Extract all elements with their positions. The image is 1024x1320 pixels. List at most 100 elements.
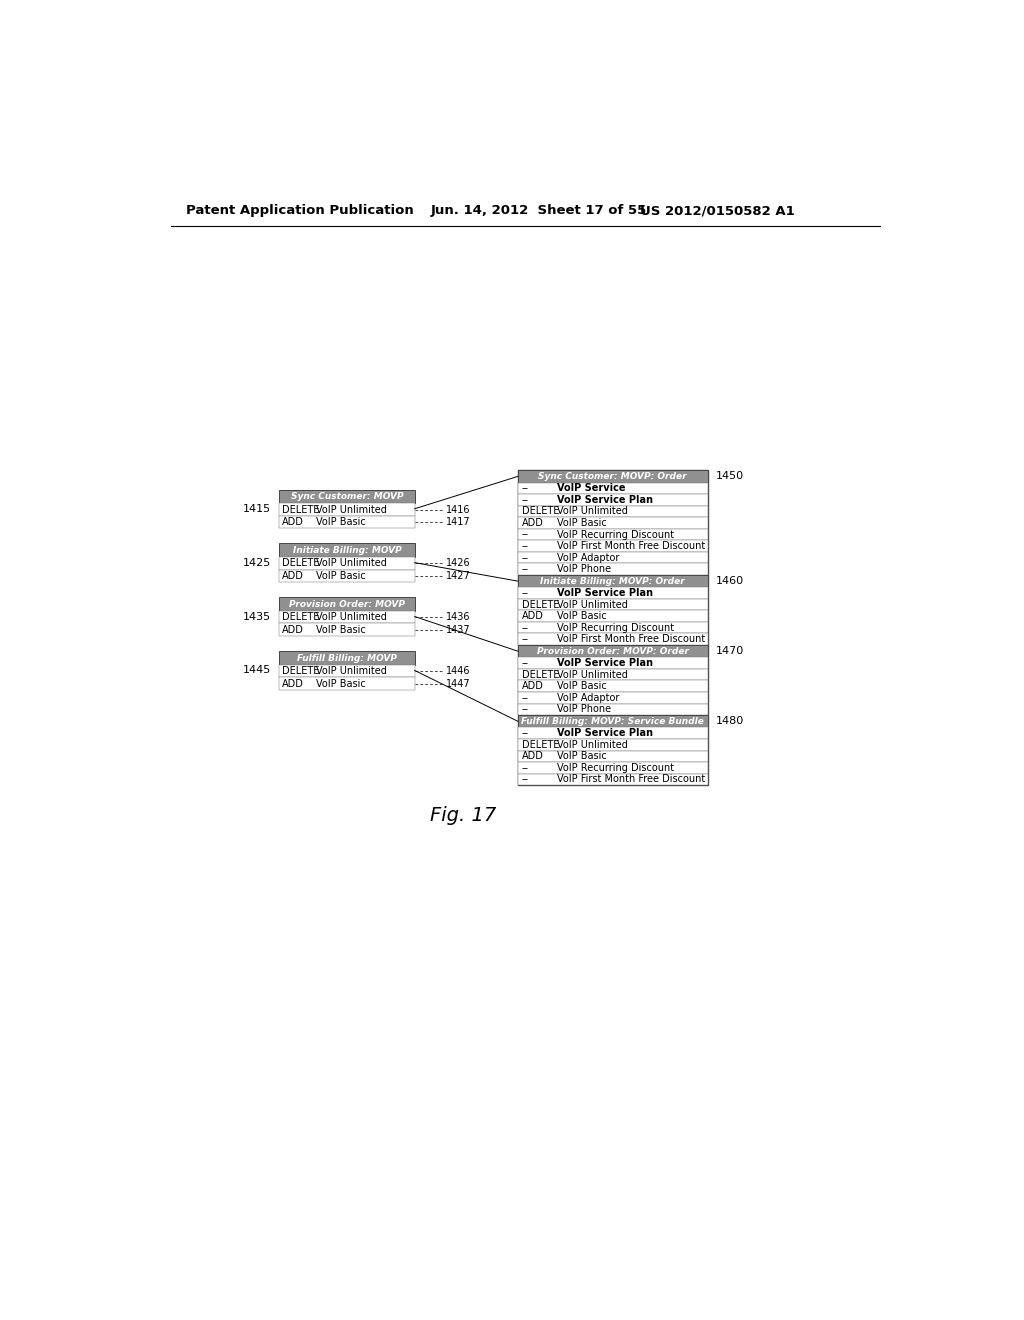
Text: VoIP First Month Free Discount: VoIP First Month Free Discount <box>557 775 705 784</box>
Text: 1437: 1437 <box>445 624 470 635</box>
Bar <box>518 540 708 552</box>
Bar <box>518 751 708 762</box>
Text: --: -- <box>521 589 528 598</box>
Text: ADD: ADD <box>283 678 304 689</box>
Text: ADD: ADD <box>283 624 304 635</box>
Text: Fig. 17: Fig. 17 <box>430 807 497 825</box>
Text: 1445: 1445 <box>243 665 271 676</box>
Text: 1446: 1446 <box>445 667 470 676</box>
Text: VoIP First Month Free Discount: VoIP First Month Free Discount <box>557 541 705 550</box>
Bar <box>518 727 708 739</box>
Text: --: -- <box>521 553 528 562</box>
Bar <box>280 597 415 611</box>
Text: ADD: ADD <box>521 681 544 692</box>
Text: VoIP Service Plan: VoIP Service Plan <box>557 589 652 598</box>
Text: VoIP Unlimited: VoIP Unlimited <box>557 739 628 750</box>
Bar <box>518 529 708 540</box>
Text: VoIP Recurring Discount: VoIP Recurring Discount <box>557 623 674 632</box>
Bar <box>280 557 415 570</box>
Bar <box>280 516 415 528</box>
Text: VoIP Unlimited: VoIP Unlimited <box>557 669 628 680</box>
Text: ADD: ADD <box>283 517 304 527</box>
Text: VoIP Basic: VoIP Basic <box>316 678 366 689</box>
Text: VoIP First Month Free Discount: VoIP First Month Free Discount <box>557 635 705 644</box>
Text: 1416: 1416 <box>445 504 470 515</box>
Text: DELETE: DELETE <box>283 667 319 676</box>
Bar <box>518 692 708 704</box>
Bar <box>280 651 415 665</box>
Text: VoIP Unlimited: VoIP Unlimited <box>316 558 387 569</box>
Text: --: -- <box>521 541 528 550</box>
Text: VoIP Basic: VoIP Basic <box>557 517 606 528</box>
Text: VoIP Unlimited: VoIP Unlimited <box>316 504 387 515</box>
Bar <box>518 599 708 610</box>
Text: ADD: ADD <box>521 751 544 762</box>
Text: DELETE: DELETE <box>283 504 319 515</box>
Text: --: -- <box>521 693 528 702</box>
Text: Jun. 14, 2012  Sheet 17 of 55: Jun. 14, 2012 Sheet 17 of 55 <box>430 205 646 218</box>
Bar <box>518 645 708 657</box>
Text: 1450: 1450 <box>716 471 743 482</box>
Bar <box>280 611 415 623</box>
Text: 1436: 1436 <box>445 612 470 622</box>
Bar <box>518 715 708 727</box>
Text: --: -- <box>521 623 528 632</box>
Text: VoIP Basic: VoIP Basic <box>316 570 366 581</box>
Bar <box>518 681 708 692</box>
Text: VoIP Unlimited: VoIP Unlimited <box>316 612 387 622</box>
Text: VoIP Recurring Discount: VoIP Recurring Discount <box>557 529 674 540</box>
Text: Sync Customer: MOVP: Sync Customer: MOVP <box>291 492 403 500</box>
Text: 1447: 1447 <box>445 678 470 689</box>
Bar <box>518 517 708 529</box>
Text: --: -- <box>521 763 528 772</box>
Text: DELETE: DELETE <box>521 599 559 610</box>
Bar <box>280 490 415 503</box>
Bar <box>518 774 708 785</box>
Bar <box>518 762 708 774</box>
Text: DELETE: DELETE <box>521 507 559 516</box>
Bar <box>280 503 415 516</box>
Text: Provision Order: MOVP: Provision Order: MOVP <box>289 599 404 609</box>
Bar <box>518 506 708 517</box>
Bar <box>280 677 415 689</box>
Text: VoIP Service Plan: VoIP Service Plan <box>557 659 652 668</box>
Text: ADD: ADD <box>283 570 304 581</box>
Text: --: -- <box>521 775 528 784</box>
Bar <box>518 564 708 576</box>
Text: VoIP Basic: VoIP Basic <box>557 751 606 762</box>
Text: DELETE: DELETE <box>521 739 559 750</box>
Text: 1417: 1417 <box>445 517 470 527</box>
Bar <box>280 544 415 557</box>
Bar <box>518 470 708 483</box>
Text: 1480: 1480 <box>716 717 743 726</box>
Bar <box>518 576 708 587</box>
Text: VoIP Phone: VoIP Phone <box>557 705 610 714</box>
Text: DELETE: DELETE <box>283 558 319 569</box>
Text: 1427: 1427 <box>445 570 470 581</box>
Text: VoIP Unlimited: VoIP Unlimited <box>557 507 628 516</box>
Text: --: -- <box>521 659 528 668</box>
Text: DELETE: DELETE <box>521 669 559 680</box>
Bar <box>518 552 708 564</box>
Bar <box>518 587 708 599</box>
Text: VoIP Unlimited: VoIP Unlimited <box>316 667 387 676</box>
Text: VoIP Service Plan: VoIP Service Plan <box>557 495 652 504</box>
Text: VoIP Recurring Discount: VoIP Recurring Discount <box>557 763 674 772</box>
Text: US 2012/0150582 A1: US 2012/0150582 A1 <box>640 205 795 218</box>
Text: 1415: 1415 <box>244 504 271 513</box>
Text: VoIP Basic: VoIP Basic <box>316 517 366 527</box>
Bar <box>518 634 708 645</box>
Text: VoIP Service Plan: VoIP Service Plan <box>557 729 652 738</box>
Bar <box>518 610 708 622</box>
Bar <box>518 704 708 715</box>
Text: --: -- <box>521 564 528 574</box>
Text: 1460: 1460 <box>716 576 743 586</box>
Bar <box>518 657 708 669</box>
Bar <box>518 494 708 506</box>
Text: VoIP Adaptor: VoIP Adaptor <box>557 693 618 702</box>
Text: --: -- <box>521 483 528 494</box>
Text: 1470: 1470 <box>716 647 743 656</box>
Text: VoIP Basic: VoIP Basic <box>557 681 606 692</box>
Bar <box>280 665 415 677</box>
Text: Fulfill Billing: MOVP: Service Bundle: Fulfill Billing: MOVP: Service Bundle <box>521 717 705 726</box>
